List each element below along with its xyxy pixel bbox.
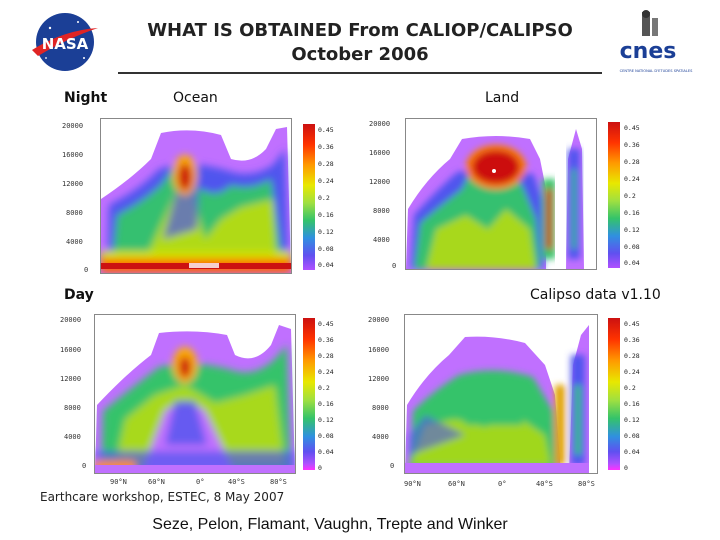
cbar-nl-1: 0.36 xyxy=(624,141,640,149)
cbar-do-0: 0.45 xyxy=(318,320,334,328)
y-tick-dl-3: 8000 xyxy=(372,404,389,412)
y-tick-no-1: 16000 xyxy=(62,151,84,159)
y-tick-no-2: 12000 xyxy=(62,180,84,188)
cbar-no-7: 0.08 xyxy=(318,245,334,253)
x-tick-do-1: 60°N xyxy=(148,478,165,486)
cbar-no-5: 0.16 xyxy=(318,211,334,219)
cbar-do-9: 0 xyxy=(318,464,322,472)
cbar-dl-7: 0.08 xyxy=(624,432,640,440)
y-tick-nl-4: 4000 xyxy=(373,236,390,244)
y-tick-dl-2: 12000 xyxy=(368,375,390,383)
cbar-nl-3: 0.24 xyxy=(624,175,640,183)
label-day: Day xyxy=(64,287,94,303)
cbar-dl-3: 0.24 xyxy=(624,368,640,376)
cbar-do-4: 0.2 xyxy=(318,384,330,392)
x-tick-do-3: 40°S xyxy=(228,478,245,486)
nasa-logo: NASA xyxy=(32,13,98,71)
title-line1: WHAT IS OBTAINED From CALIOP/CALIPSO xyxy=(147,20,573,41)
cnes-logo-subtext: CENTRE NATIONAL D'ETUDES SPATIALES xyxy=(620,69,694,73)
cbar-dl-6: 0.12 xyxy=(624,416,640,424)
x-tick-dl-4: 80°S xyxy=(578,480,595,488)
label-land: Land xyxy=(485,90,520,106)
y-tick-nl-2: 12000 xyxy=(369,178,391,186)
colorbar-day-land xyxy=(608,318,620,470)
y-tick-no-4: 4000 xyxy=(66,238,83,246)
y-tick-do-0: 20000 xyxy=(60,316,82,324)
x-tick-dl-3: 40°S xyxy=(536,480,553,488)
y-tick-nl-1: 16000 xyxy=(369,149,391,157)
colorbar-day-ocean xyxy=(303,318,315,470)
label-night: Night xyxy=(64,90,108,106)
cnes-logo-text: cnes xyxy=(620,39,677,64)
y-tick-dl-4: 4000 xyxy=(372,433,389,441)
workshop-label: Earthcare workshop, ESTEC, 8 May 2007 xyxy=(40,490,285,504)
cbar-dl-8: 0.04 xyxy=(624,448,640,456)
cbar-do-1: 0.36 xyxy=(318,336,334,344)
y-tick-do-1: 16000 xyxy=(60,346,82,354)
cbar-do-6: 0.12 xyxy=(318,416,334,424)
panel-night-land xyxy=(405,118,597,270)
y-tick-no-5: 0 xyxy=(84,266,89,274)
cbar-no-8: 0.04 xyxy=(318,261,334,269)
cbar-nl-2: 0.28 xyxy=(624,158,640,166)
colorbar-night-ocean xyxy=(303,124,315,270)
cbar-nl-8: 0.04 xyxy=(624,259,640,267)
cbar-do-2: 0.28 xyxy=(318,352,334,360)
authors-caption: Seze, Pelon, Flamant, Vaughn, Trepte and… xyxy=(152,516,508,533)
cbar-no-1: 0.36 xyxy=(318,143,334,151)
cbar-no-6: 0.12 xyxy=(318,228,334,236)
cbar-no-2: 0.28 xyxy=(318,160,334,168)
cnes-logo: cnes CENTRE NATIONAL D'ETUDES SPATIALES xyxy=(620,10,694,73)
nasa-logo-text: NASA xyxy=(42,35,89,53)
cbar-nl-5: 0.16 xyxy=(624,209,640,217)
cbar-do-3: 0.24 xyxy=(318,368,334,376)
y-tick-do-4: 4000 xyxy=(64,433,81,441)
panel-day-land xyxy=(404,314,598,474)
x-tick-do-0: 90°N xyxy=(110,478,127,486)
cbar-dl-2: 0.28 xyxy=(624,352,640,360)
cbar-do-8: 0.04 xyxy=(318,448,334,456)
y-tick-dl-1: 16000 xyxy=(368,346,390,354)
y-tick-nl-3: 8000 xyxy=(373,207,390,215)
cbar-no-0: 0.45 xyxy=(318,126,334,134)
label-ocean: Ocean xyxy=(173,90,218,106)
x-tick-dl-0: 90°N xyxy=(404,480,421,488)
title-line2: October 2006 xyxy=(291,44,429,65)
cbar-nl-0: 0.45 xyxy=(624,124,640,132)
cbar-dl-9: 0 xyxy=(624,464,628,472)
y-tick-do-5: 0 xyxy=(82,462,87,470)
x-tick-do-4: 80°S xyxy=(270,478,287,486)
y-tick-dl-5: 0 xyxy=(390,462,395,470)
y-tick-nl-0: 20000 xyxy=(369,120,391,128)
y-tick-no-0: 20000 xyxy=(62,122,84,130)
y-tick-dl-0: 20000 xyxy=(368,316,390,324)
cbar-nl-7: 0.08 xyxy=(624,243,640,251)
title-rule xyxy=(118,72,602,74)
cbar-do-5: 0.16 xyxy=(318,400,334,408)
cbar-dl-5: 0.16 xyxy=(624,400,640,408)
y-tick-do-3: 8000 xyxy=(64,404,81,412)
cbar-nl-6: 0.12 xyxy=(624,226,640,234)
cbar-dl-4: 0.2 xyxy=(624,384,636,392)
cbar-no-3: 0.24 xyxy=(318,177,334,185)
cbar-nl-4: 0.2 xyxy=(624,192,636,200)
colorbar-night-land xyxy=(608,122,620,268)
panel-night-ocean xyxy=(100,118,292,274)
x-tick-dl-1: 60°N xyxy=(448,480,465,488)
y-tick-no-3: 8000 xyxy=(66,209,83,217)
x-tick-do-2: 0° xyxy=(196,478,205,486)
y-tick-nl-5: 0 xyxy=(392,262,397,270)
label-version: Calipso data v1.10 xyxy=(530,287,661,303)
cbar-dl-1: 0.36 xyxy=(624,336,640,344)
cbar-dl-0: 0.45 xyxy=(624,320,640,328)
panel-day-ocean xyxy=(94,314,296,474)
y-tick-do-2: 12000 xyxy=(60,375,82,383)
cbar-no-4: 0.2 xyxy=(318,194,330,202)
x-tick-dl-2: 0° xyxy=(498,480,507,488)
cbar-do-7: 0.08 xyxy=(318,432,334,440)
